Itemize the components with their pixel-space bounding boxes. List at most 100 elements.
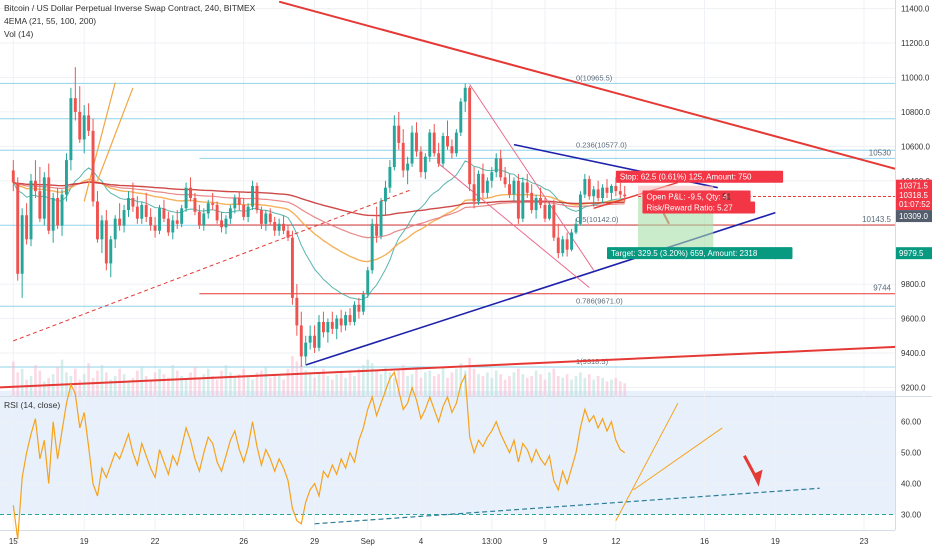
rsi-tick-label: 40.00 [901, 480, 922, 489]
volume-bar [587, 374, 591, 396]
candle-body [397, 125, 401, 143]
volume-bar [441, 366, 445, 396]
x-tick-label: 16 [700, 537, 709, 546]
fib-level-label: 0(10965.5) [576, 73, 613, 82]
volume-bar [38, 370, 42, 396]
volume-bar [552, 368, 556, 396]
volume-bar [34, 365, 37, 396]
volume-bar [73, 368, 77, 396]
candle-body [565, 239, 569, 250]
volume-bar [348, 372, 352, 396]
volume-bar [397, 370, 401, 396]
candle-body [384, 187, 387, 202]
candle-body [570, 232, 574, 250]
x-tick-label: 13:00 [482, 537, 503, 546]
candle-body [530, 192, 534, 211]
candle-body [197, 211, 201, 226]
fib-level-label: 0.236(10577.0) [576, 140, 627, 149]
candle-body [127, 198, 130, 211]
volume-bar [428, 370, 432, 396]
volume-bar [459, 363, 463, 396]
x-tick-label: 15 [9, 537, 18, 546]
price-tag-label: 10318.5 [899, 191, 928, 200]
volume-bar [251, 379, 254, 396]
candle-body [534, 198, 538, 211]
candle-body [392, 125, 396, 168]
volume-bar [406, 376, 409, 396]
price-tag-label: 10371.5 [899, 182, 928, 191]
candle-body [357, 304, 361, 312]
candle-body [228, 208, 232, 219]
volume-bar [215, 379, 219, 396]
volume-bar [565, 374, 569, 396]
candle-body [419, 151, 423, 173]
candle-body [441, 136, 445, 164]
volume-bar [122, 374, 126, 396]
x-tick-label: 19 [80, 537, 89, 546]
candle-body [215, 204, 219, 221]
horizontal-level-label: 9744 [873, 284, 891, 293]
candle-body [379, 201, 383, 236]
y-tick-label: 9600.0 [901, 315, 926, 324]
candle-body [60, 194, 64, 226]
candle-body [180, 208, 184, 224]
volume-bar [512, 372, 516, 396]
candle-body [432, 132, 436, 154]
price-tag-box [896, 210, 932, 223]
candle-body [16, 182, 20, 274]
volume-legend: Vol (14) [4, 29, 34, 39]
y-tick-label: 9400.0 [901, 349, 926, 358]
candle-body [410, 132, 414, 164]
volume-bar [82, 374, 86, 396]
volume-bar [344, 377, 347, 396]
candle-body [547, 204, 551, 219]
candle-body [472, 184, 476, 202]
volume-bar [570, 379, 573, 396]
volume-bar [153, 372, 157, 396]
candle-body [104, 220, 108, 264]
candle-body [468, 87, 472, 185]
volume-bar [481, 376, 485, 396]
candle-body [304, 342, 308, 357]
candle-body [348, 315, 352, 322]
volume-bar [614, 377, 618, 396]
candle-body [578, 194, 582, 224]
candle-body [587, 179, 591, 197]
volume-bar [335, 374, 339, 396]
candle-body [42, 177, 46, 219]
candle-body [370, 223, 374, 271]
x-tick-label: 12 [611, 537, 620, 546]
candle-body [211, 203, 215, 205]
y-tick-label: 10800.0 [901, 108, 930, 117]
volume-bar [87, 363, 90, 396]
x-tick-label: 9 [543, 537, 548, 546]
chart-title: Bitcoin / US Dollar Perpetual Inverse Sw… [4, 3, 256, 13]
candle-body [255, 185, 259, 211]
volume-bar [20, 368, 24, 396]
risk-reward-label: Risk/Reward Ratio: 5.27 [646, 203, 733, 212]
volume-bar [242, 368, 246, 396]
volume-bar [486, 372, 489, 396]
volume-bar [308, 374, 312, 396]
candle-body [339, 318, 343, 326]
candle-body [202, 213, 206, 226]
candle-body [437, 153, 441, 164]
candle-body [206, 203, 210, 214]
volume-bar [42, 381, 46, 396]
volume-bar [149, 379, 152, 396]
rsi-trendline [314, 487, 820, 525]
candle-body [69, 98, 73, 161]
candle-body [51, 198, 55, 231]
candle-body [153, 225, 157, 231]
volume-bar [47, 377, 51, 396]
volume-bar [361, 365, 365, 396]
candle-body [184, 187, 188, 209]
x-tick-label: 23 [860, 537, 869, 546]
candle-body [299, 325, 303, 357]
candle-body [82, 115, 86, 140]
candle-body [158, 208, 161, 231]
candle-body [122, 210, 126, 226]
volume-bar [317, 372, 321, 396]
pl-label-box [642, 190, 751, 203]
